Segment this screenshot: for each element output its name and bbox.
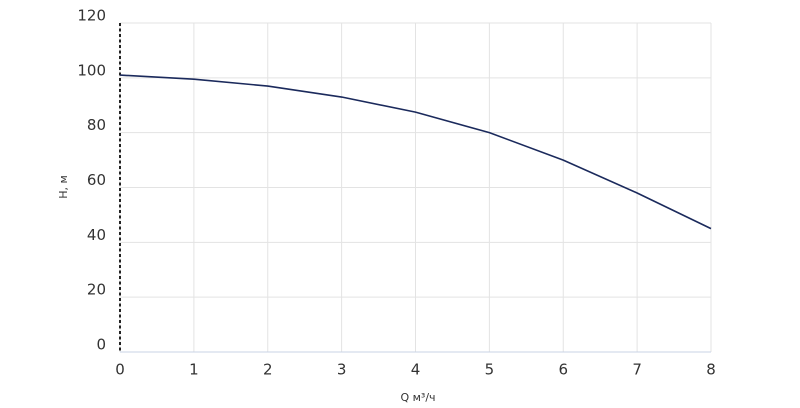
x-tick-label: 4 (411, 361, 421, 379)
x-tick-label: 8 (706, 361, 716, 379)
x-tick-label: 5 (485, 361, 495, 379)
y-tick-label: 0 (96, 336, 106, 354)
y-tick-label: 100 (77, 61, 106, 79)
line (119, 74, 712, 230)
y-tick-label: 60 (87, 171, 106, 189)
y-axis-label: H, м (57, 175, 70, 199)
y-tick-label: 40 (87, 226, 106, 244)
y-tick-label: 120 (77, 7, 106, 25)
x-tick-label: 3 (337, 361, 347, 379)
x-tick-label: 0 (115, 361, 125, 379)
x-axis-label: Q м³/ч (400, 391, 435, 404)
x-tick-label: 2 (263, 361, 273, 379)
x-tick-label: 1 (189, 361, 199, 379)
y-tick-label: 20 (87, 281, 106, 299)
y-tick-label: 80 (87, 116, 106, 134)
x-tick-label: 6 (558, 361, 568, 379)
x-tick-label: 7 (632, 361, 642, 379)
